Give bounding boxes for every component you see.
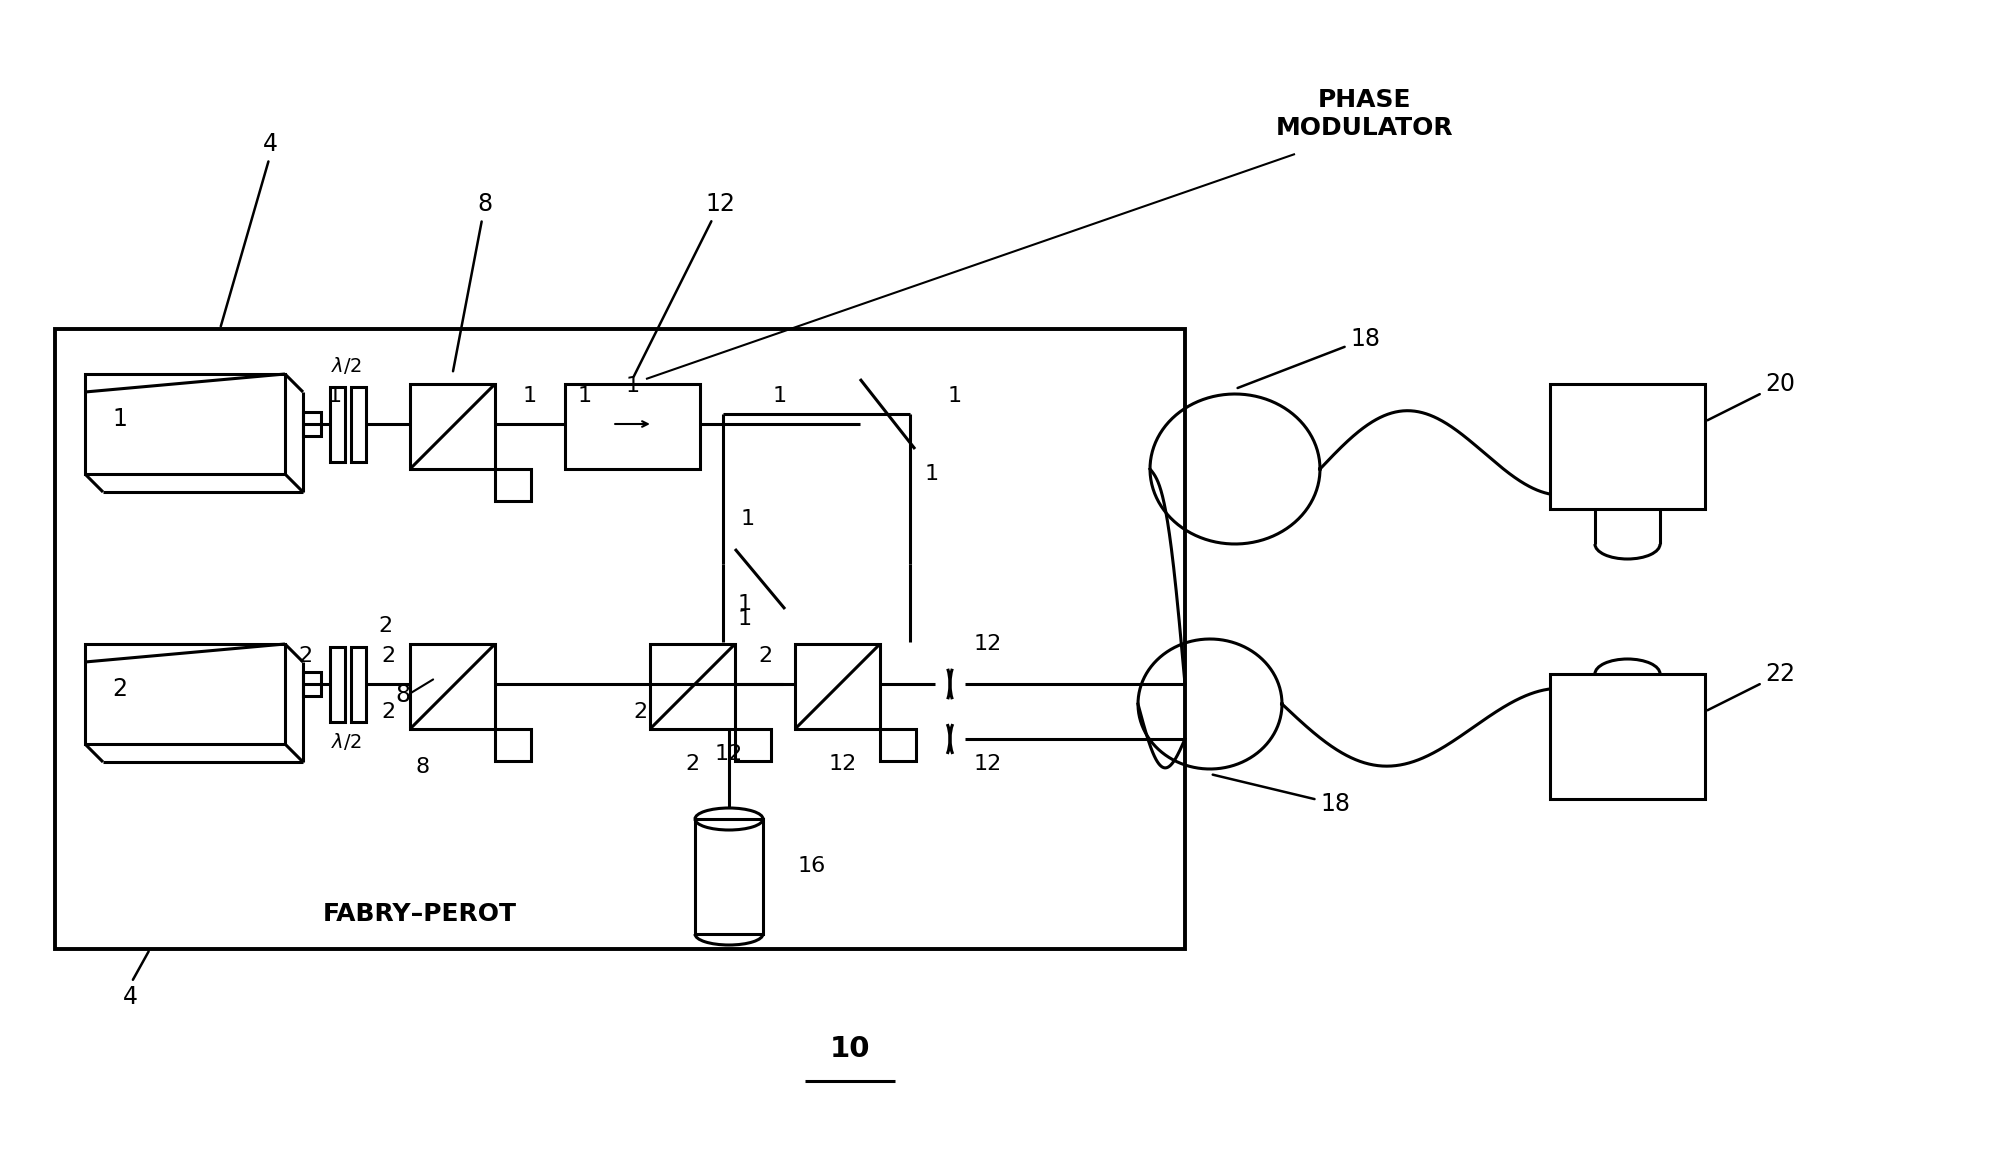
Text: PHASE
MODULATOR: PHASE MODULATOR — [1276, 88, 1454, 140]
Text: 4: 4 — [220, 132, 278, 327]
Text: 2: 2 — [758, 646, 772, 666]
Text: 1: 1 — [578, 386, 592, 406]
Text: 18: 18 — [1212, 774, 1350, 816]
Text: 1: 1 — [112, 407, 128, 431]
Text: 2: 2 — [380, 646, 396, 666]
Text: 16: 16 — [798, 857, 826, 876]
Text: 1: 1 — [626, 376, 640, 396]
Text: 2: 2 — [378, 615, 392, 636]
Text: 1: 1 — [522, 386, 538, 406]
Text: 1: 1 — [740, 509, 754, 529]
Text: 2: 2 — [380, 702, 396, 722]
Text: 2: 2 — [686, 755, 700, 774]
Text: 1: 1 — [924, 464, 940, 484]
Text: 1: 1 — [738, 595, 752, 614]
Text: 1: 1 — [328, 386, 342, 406]
Text: $\lambda$/2: $\lambda$/2 — [330, 356, 362, 377]
Text: 2: 2 — [632, 702, 648, 722]
Text: 10: 10 — [830, 1035, 870, 1063]
Text: 1: 1 — [772, 386, 788, 406]
Text: 2: 2 — [112, 677, 128, 701]
Text: 8: 8 — [454, 192, 492, 371]
Text: 2: 2 — [298, 646, 312, 666]
Text: $\lambda$/2: $\lambda$/2 — [330, 731, 362, 752]
Text: 12: 12 — [974, 634, 1002, 654]
Text: 22: 22 — [1708, 662, 1796, 710]
Text: 20: 20 — [1708, 372, 1796, 421]
Text: 1: 1 — [738, 608, 752, 629]
Text: 4: 4 — [122, 952, 148, 1009]
Text: 12: 12 — [714, 744, 744, 764]
Text: 18: 18 — [1238, 327, 1380, 388]
Text: 12: 12 — [828, 755, 856, 774]
Text: 12: 12 — [974, 755, 1002, 774]
Text: 12: 12 — [634, 192, 734, 377]
Text: FABRY–PEROT: FABRY–PEROT — [324, 902, 516, 926]
Text: 8: 8 — [416, 757, 430, 777]
Text: 1: 1 — [948, 386, 962, 406]
Text: 8: 8 — [394, 683, 410, 707]
